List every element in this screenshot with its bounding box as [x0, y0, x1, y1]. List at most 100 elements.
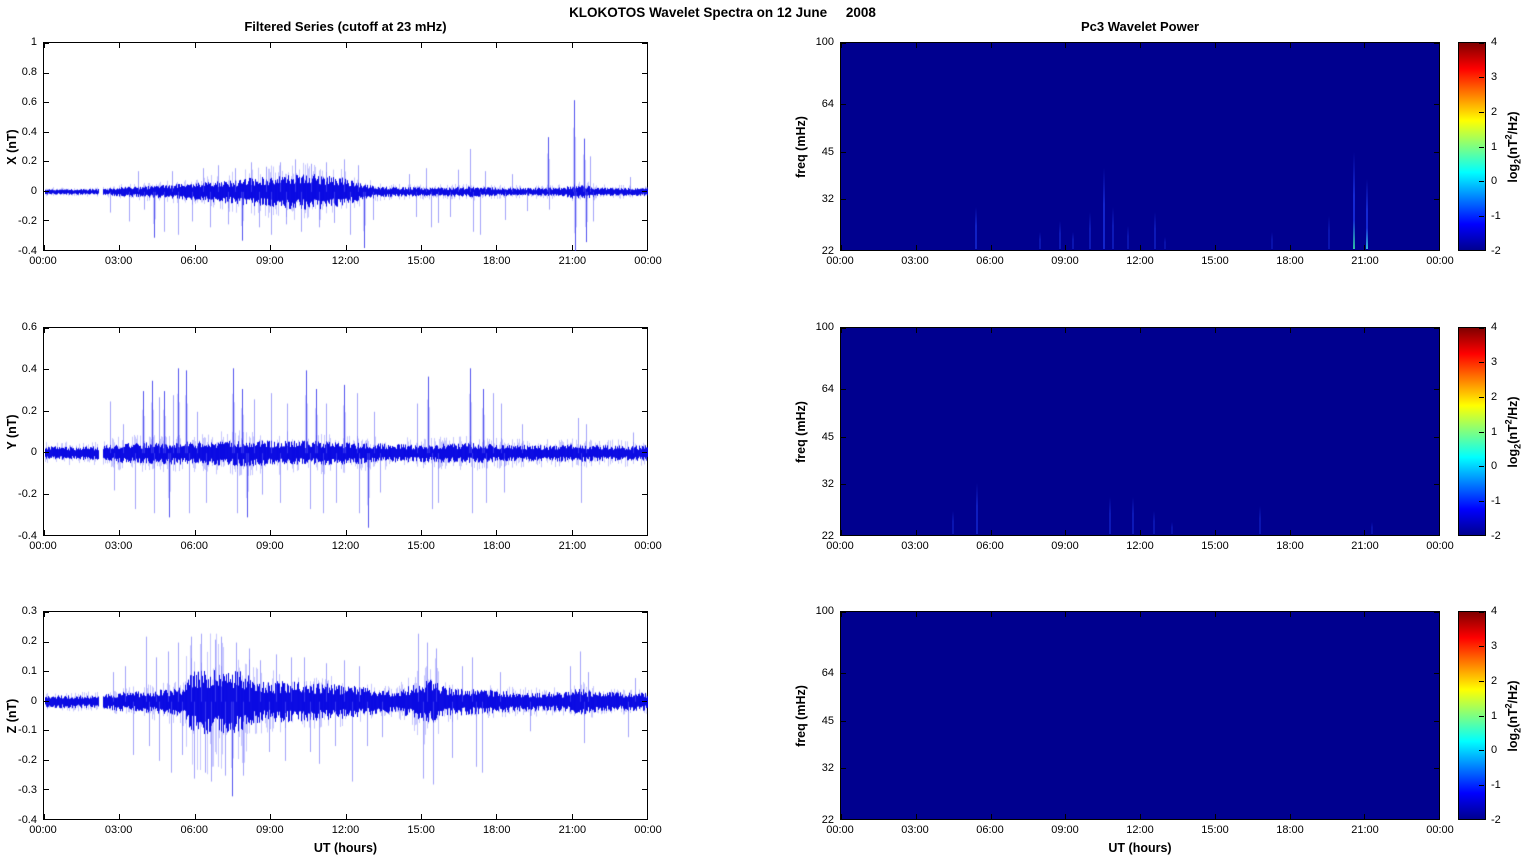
x-tick-label: 00:00 — [29, 540, 57, 552]
wavelet-event-line — [1109, 496, 1112, 534]
x-tick-mark — [1439, 814, 1440, 819]
colorbar-tick-label: -1 — [1491, 210, 1501, 223]
x-tick-mark — [420, 612, 422, 617]
freq-tick-label: 32 — [821, 193, 834, 206]
x-tick-mark — [1065, 530, 1067, 535]
x-tick-mark — [1065, 612, 1067, 617]
y-series-panel: Y (nT) 00:00 03:00 06:00 09:00 12:00 15:00 18:… — [5, 321, 662, 552]
x-tick-mark — [571, 612, 573, 617]
freq-tick-label: 45 — [821, 146, 834, 159]
y-tick-mark — [642, 161, 647, 163]
x-tick-mark — [990, 814, 992, 819]
colorbar-gradient — [1458, 42, 1486, 251]
y-tick-mark — [642, 641, 647, 643]
x-tick-mark — [841, 814, 842, 819]
colorbar-tick-mark — [1479, 362, 1484, 364]
y-tick-mark — [44, 452, 49, 454]
x-tick-label: 06:00 — [180, 824, 209, 836]
x-tick-label: 18:00 — [1276, 540, 1304, 552]
x-tick-label: 00:00 — [826, 255, 854, 267]
y-tick-mark — [642, 452, 647, 454]
x-tick-mark — [119, 814, 121, 819]
x-tick-label: 00:00 — [826, 824, 854, 836]
y-tick-mark — [642, 369, 647, 371]
x-axis-label-right: UT (hours) — [1108, 841, 1172, 855]
colorbar-tick-mark — [1479, 43, 1484, 44]
x-tick-mark — [915, 530, 917, 535]
y-tick-mark — [642, 730, 647, 732]
x-tick-mark — [1439, 328, 1440, 333]
freq-tick-mark — [841, 483, 846, 485]
y-tick-mark — [642, 700, 647, 702]
x-tick-mark — [44, 328, 45, 333]
x-tick-label: 00:00 — [29, 255, 57, 267]
y-tick-mark — [642, 328, 647, 329]
x-tick-label: 06:00 — [180, 255, 209, 267]
freq-tick-mark — [1434, 819, 1439, 820]
colorbar-z: log2(nT2/Hz) 4 3 2 1 0 -1 -2 — [1458, 605, 1522, 826]
x-tick-label: 00:00 — [29, 824, 57, 836]
x-tick-mark — [44, 245, 45, 250]
wavelet-event-line — [1126, 226, 1129, 249]
y-tick-label: 0.2 — [21, 404, 37, 417]
x-tick-mark — [915, 245, 917, 250]
x-tick-mark — [420, 43, 422, 48]
y-tick-mark — [44, 328, 49, 329]
x-tick-mark — [44, 612, 45, 617]
colorbar-tick-label: 3 — [1491, 70, 1498, 83]
freq-tick-label: 22 — [821, 814, 834, 826]
y-tick-mark — [44, 612, 49, 613]
z-series-plot-area — [43, 611, 648, 820]
x-tick-mark — [1065, 245, 1067, 250]
x-tick-label: 15:00 — [1201, 824, 1229, 836]
x-tick-mark — [990, 43, 992, 48]
x-tick-label: 21:00 — [1351, 824, 1379, 836]
colorbar-tick-mark — [1479, 215, 1484, 217]
x-series-waveform — [45, 44, 648, 251]
x-tick-mark — [1140, 328, 1141, 333]
x-tick-mark — [270, 530, 272, 535]
freq-tick-mark — [841, 673, 846, 674]
freq-tick-mark — [841, 819, 846, 820]
x-tick-mark — [194, 245, 196, 250]
y-tick-mark — [642, 131, 647, 133]
freq-tick-label: 64 — [821, 382, 834, 395]
z-wavelet-plot-area — [840, 611, 1440, 820]
x-tick-mark — [270, 814, 272, 819]
x-tick-label: 03:00 — [901, 540, 929, 552]
z-wavelet-panel: freq (mHz) UT (hours) 00:00 03:00 06:00 09:… — [794, 605, 1454, 855]
y-tick-label: 0.4 — [21, 125, 37, 138]
x-tick-mark — [990, 245, 992, 250]
x-tick-label: 03:00 — [104, 824, 133, 836]
x-tick-mark — [1364, 814, 1366, 819]
x-tick-mark — [915, 43, 917, 48]
y-series-waveform — [45, 329, 648, 536]
x-tick-mark — [571, 814, 573, 819]
y-tick-mark — [642, 102, 647, 104]
colorbar-tick-label: -1 — [1491, 779, 1501, 792]
x-tick-mark — [1065, 43, 1067, 48]
x-tick-mark — [270, 328, 272, 333]
y-wavelet-panel: freq (mHz) 00:00 03:00 06:00 09:00 12:00 15:0… — [794, 321, 1454, 552]
colorbar-tick-mark — [1479, 646, 1484, 648]
freq-tick-label: 32 — [821, 478, 834, 491]
colorbar-tick-label: 0 — [1491, 175, 1498, 188]
x-tick-label: 06:00 — [976, 824, 1004, 836]
y-tick-label: 0.3 — [21, 605, 37, 617]
colorbar-tick-mark — [1479, 680, 1484, 682]
y-tick-label: 0.6 — [21, 95, 37, 108]
colorbar-tick-mark — [1479, 715, 1484, 717]
freq-tick-mark — [1434, 673, 1439, 674]
freq-tick-label: 22 — [821, 530, 834, 542]
y-tick-label: -0.2 — [18, 215, 37, 228]
x-tick-mark — [1289, 612, 1291, 617]
x-tick-mark — [1214, 328, 1216, 333]
wavelet-event-line — [1153, 211, 1156, 249]
x-tick-mark — [496, 328, 498, 333]
colorbar-tick-label: 1 — [1491, 140, 1498, 153]
x-tick-mark — [119, 43, 121, 48]
colorbar-tick-label: -2 — [1491, 245, 1501, 257]
x-tick-mark — [571, 328, 573, 333]
wavelet-event-line — [1131, 496, 1134, 534]
y-tick-mark — [44, 369, 49, 371]
